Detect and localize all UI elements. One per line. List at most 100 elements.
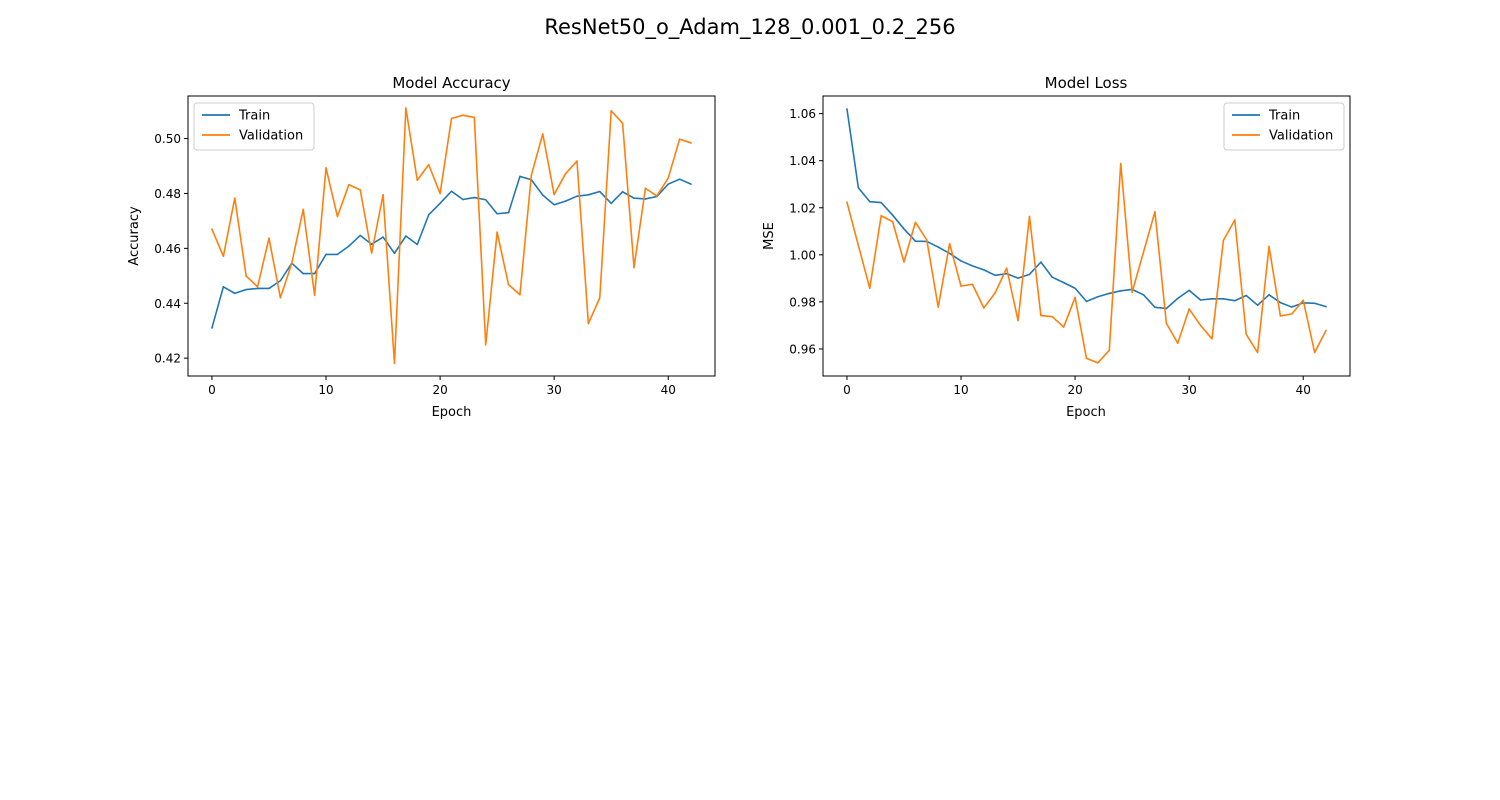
loss-validation-point (1131, 291, 1133, 294)
loss-train-point (1154, 306, 1156, 309)
accuracy-validation-point (405, 107, 407, 109)
loss-train-point (937, 246, 940, 248)
accuracy-validation-point (496, 231, 498, 233)
accuracy-train-point (519, 175, 521, 178)
loss-validation-point (1279, 315, 1282, 317)
loss-validation-point (868, 287, 871, 290)
loss-legend: Train Validation (1223, 102, 1345, 151)
loss-train-point (1256, 304, 1259, 306)
loss-validation-point (1176, 342, 1179, 345)
loss-y-tick-label: 1.00 (789, 248, 816, 262)
accuracy-validation-point (507, 283, 510, 286)
accuracy-validation-point (336, 215, 339, 218)
loss-validation-point (1291, 313, 1293, 315)
accuracy-train-point (382, 236, 384, 238)
accuracy-train-point (370, 243, 373, 246)
loss-validation-point (1302, 299, 1305, 302)
loss-train-point (1108, 292, 1111, 295)
loss-train-point (1313, 302, 1316, 305)
loss-legend-validation-label: Validation (1269, 129, 1333, 144)
loss-chart: Model Loss Epoch MSE 0 10 20 30 40 0.96 0.98 1.… (762, 74, 1351, 420)
accuracy-validation-point (245, 275, 247, 277)
accuracy-train-point (644, 198, 647, 200)
loss-validation-point (1245, 333, 1247, 336)
accuracy-x-tick-label: 10 (318, 383, 333, 397)
loss-validation-point (1040, 314, 1042, 317)
loss-train-point (960, 260, 962, 262)
loss-validation-point (1154, 210, 1156, 213)
accuracy-validation-point (656, 195, 658, 197)
accuracy-validation-point (519, 293, 521, 296)
loss-train-point (1142, 294, 1145, 296)
accuracy-train-point (621, 191, 624, 193)
loss-series-lines (846, 108, 1327, 364)
loss-validation-point (1005, 267, 1008, 270)
loss-train-point (1291, 306, 1293, 308)
accuracy-legend: Train Validation (193, 102, 315, 151)
loss-validation-point (1233, 219, 1236, 221)
accuracy-validation-point (279, 296, 282, 299)
accuracy-x-axis-label: Epoch (432, 405, 472, 420)
accuracy-train-point (439, 202, 441, 205)
loss-x-tick-label: 0 (843, 383, 851, 397)
accuracy-train-point (564, 200, 567, 202)
loss-train-point (1325, 305, 1327, 308)
loss-train-point (914, 240, 917, 242)
accuracy-validation-point (633, 266, 635, 269)
loss-validation-point (1325, 329, 1327, 332)
loss-train-point (903, 228, 905, 230)
accuracy-train-point (450, 190, 453, 193)
loss-validation-point (960, 285, 962, 287)
loss-validation-point (948, 242, 951, 245)
accuracy-y-tick-label: 0.48 (154, 187, 181, 201)
loss-y-tick-label: 1.06 (789, 107, 816, 121)
loss-validation-point (1313, 351, 1316, 354)
accuracy-train-point (359, 234, 362, 237)
accuracy-validation-point (553, 193, 555, 196)
accuracy-train-point (507, 211, 510, 214)
accuracy-validation-point (211, 228, 213, 230)
accuracy-train-point (541, 194, 544, 196)
loss-validation-point (1028, 215, 1031, 218)
loss-validation-point (903, 261, 905, 263)
loss-train-point (1040, 261, 1042, 263)
accuracy-train-point (348, 245, 350, 247)
accuracy-plot-frame (187, 95, 716, 377)
accuracy-train-point (462, 198, 464, 201)
accuracy-validation-point (564, 172, 567, 175)
loss-train-point (880, 201, 882, 204)
loss-train-point (1188, 289, 1190, 292)
loss-train-point (948, 252, 951, 255)
accuracy-validation-point (598, 296, 601, 299)
loss-validation-point (1085, 357, 1088, 360)
accuracy-validation-point (530, 174, 533, 177)
accuracy-validation-point (610, 110, 612, 112)
accuracy-validation-point (393, 362, 396, 365)
loss-train-point (846, 108, 848, 110)
loss-train-point (1245, 294, 1247, 297)
accuracy-train-point (667, 183, 670, 185)
accuracy-y-tick-label: 0.44 (154, 297, 181, 311)
loss-train-point (1028, 273, 1031, 276)
loss-validation-point (1142, 251, 1145, 253)
accuracy-train-point (633, 197, 635, 199)
accuracy-validation-point (484, 343, 487, 346)
loss-ticks: 0 10 20 30 40 0.96 0.98 1.00 1.02 1.04 1.06 (789, 107, 1311, 397)
loss-validation-point (1062, 326, 1065, 328)
loss-plot-frame (822, 95, 1351, 377)
loss-x-tick-label: 30 (1182, 383, 1197, 397)
loss-train-point (1074, 287, 1076, 290)
loss-train-point (1165, 307, 1168, 310)
accuracy-train-point (211, 327, 213, 329)
accuracy-train-point (598, 190, 601, 193)
accuracy-validation-point (233, 197, 236, 199)
accuracy-train-point (256, 287, 259, 290)
loss-chart-title: Model Loss (1045, 74, 1128, 92)
accuracy-chart: Model Accuracy Epoch Accuracy 0 10 20 30 400… (127, 74, 716, 420)
loss-train-point (994, 274, 997, 277)
loss-validation-line (846, 162, 1327, 364)
accuracy-train-point (279, 279, 282, 282)
accuracy-train-point (233, 292, 236, 295)
loss-validation-point (937, 306, 940, 308)
accuracy-train-point (587, 194, 590, 196)
